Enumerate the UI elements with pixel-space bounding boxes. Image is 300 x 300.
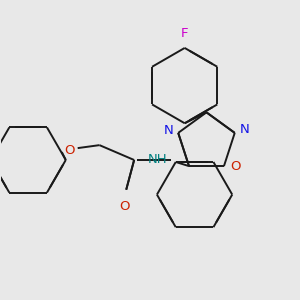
Text: O: O <box>64 144 75 157</box>
Text: O: O <box>230 160 240 172</box>
Text: F: F <box>181 27 188 40</box>
Text: N: N <box>240 123 249 136</box>
Text: NH: NH <box>148 154 168 166</box>
Text: N: N <box>164 124 173 137</box>
Text: O: O <box>119 200 130 213</box>
